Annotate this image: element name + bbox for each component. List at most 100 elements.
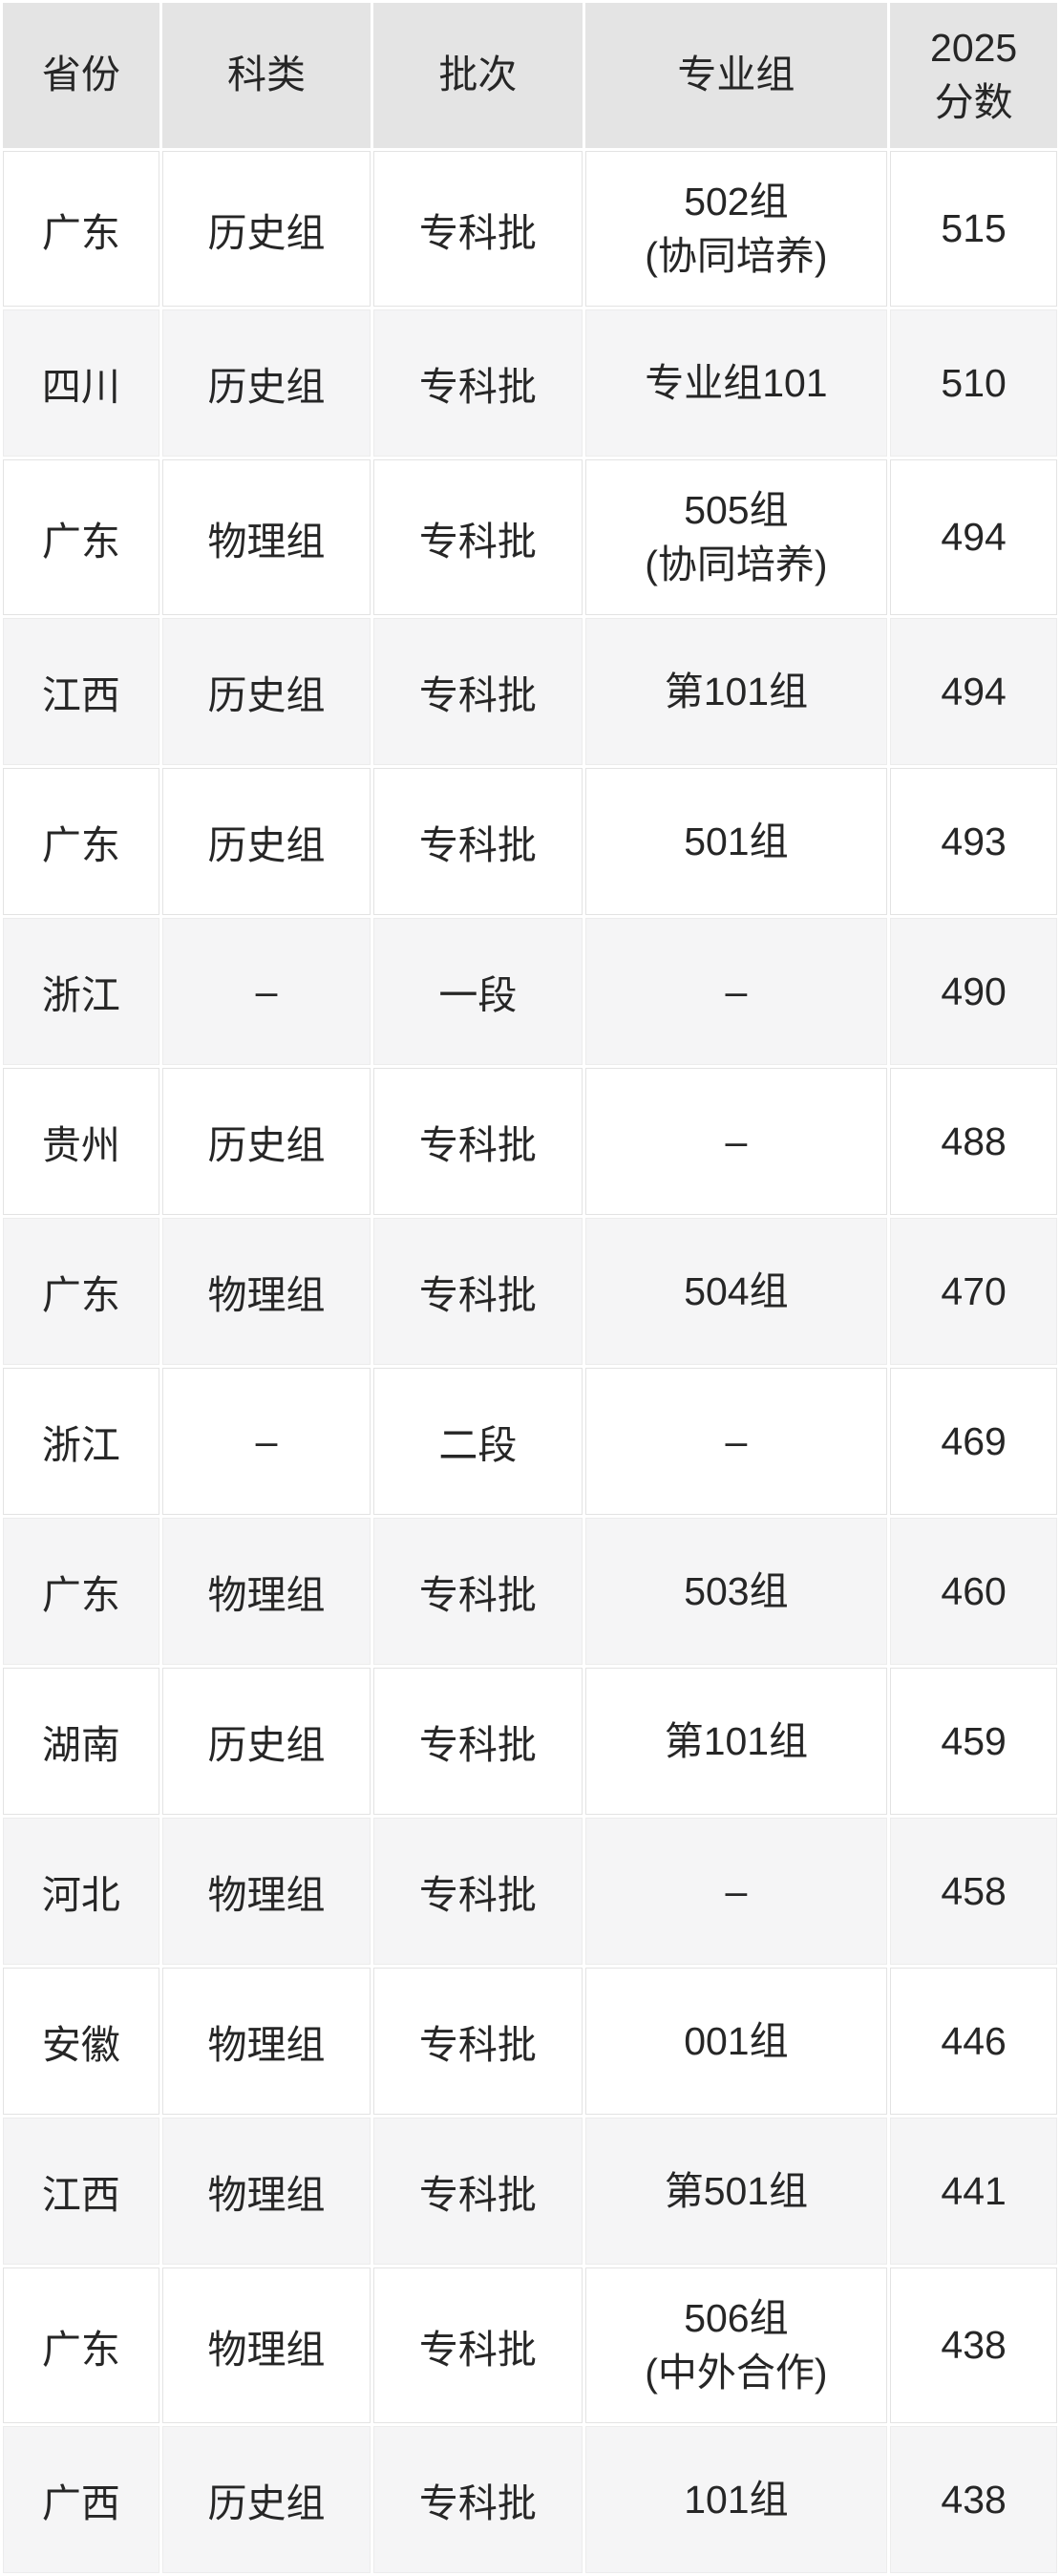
cell-category: 物理组 [161, 1968, 371, 2116]
header-group: 专业组 [584, 3, 888, 148]
table-row: 四川 历史组 专科批 专业组101 510 [3, 309, 1057, 458]
cell-group: 第101组 [584, 618, 888, 766]
cell-batch: 专科批 [373, 309, 583, 458]
table-row: 广东 物理组 专科批 504组 470 [3, 1218, 1057, 1366]
cell-group: 505组 (协同培养) [584, 459, 888, 616]
cell-batch: 专科批 [373, 2267, 583, 2424]
cell-group: – [584, 1068, 888, 1216]
cell-batch: 一段 [373, 918, 583, 1066]
table-header-row: 省份 科类 批次 专业组 2025 分数 [3, 3, 1057, 148]
cell-category: 物理组 [161, 459, 371, 616]
cell-province: 浙江 [3, 918, 159, 1066]
header-category: 科类 [161, 3, 371, 148]
cell-score: 469 [890, 1368, 1057, 1516]
cell-score: 458 [890, 1818, 1057, 1966]
table-row: 贵州 历史组 专科批 – 488 [3, 1068, 1057, 1216]
cell-group: – [584, 1368, 888, 1516]
cell-score: 470 [890, 1218, 1057, 1366]
cell-province: 广东 [3, 1518, 159, 1666]
table-row: 浙江 – 一段 – 490 [3, 918, 1057, 1066]
cell-group: 502组 (协同培养) [584, 151, 888, 308]
cell-category: 物理组 [161, 1518, 371, 1666]
cell-province: 广东 [3, 459, 159, 616]
header-score-year: 2025 [930, 25, 1018, 70]
cell-batch: 专科批 [373, 1818, 583, 1966]
cell-province: 江西 [3, 2118, 159, 2266]
cell-batch: 二段 [373, 1368, 583, 1516]
cell-batch: 专科批 [373, 1068, 583, 1216]
cell-province: 江西 [3, 618, 159, 766]
cell-batch: 专科批 [373, 2118, 583, 2266]
cell-batch: 专科批 [373, 459, 583, 616]
cell-batch: 专科批 [373, 768, 583, 916]
cell-group: 第501组 [584, 2118, 888, 2266]
cell-province: 安徽 [3, 1968, 159, 2116]
cell-category: 历史组 [161, 1668, 371, 1816]
cell-score: 490 [890, 918, 1057, 1066]
cell-province: 四川 [3, 309, 159, 458]
cell-group: – [584, 918, 888, 1066]
cell-province: 广东 [3, 2267, 159, 2424]
cell-batch: 专科批 [373, 151, 583, 308]
cell-score: 515 [890, 151, 1057, 308]
table-row: 江西 历史组 专科批 第101组 494 [3, 618, 1057, 766]
table-row: 广西 历史组 专科批 101组 438 [3, 2426, 1057, 2574]
cell-group: 501组 [584, 768, 888, 916]
cell-batch: 专科批 [373, 2426, 583, 2574]
cell-group: 001组 [584, 1968, 888, 2116]
cell-category: 历史组 [161, 618, 371, 766]
cell-batch: 专科批 [373, 1518, 583, 1666]
cell-category: 物理组 [161, 2267, 371, 2424]
cell-province: 浙江 [3, 1368, 159, 1516]
cell-batch: 专科批 [373, 618, 583, 766]
cell-score: 438 [890, 2426, 1057, 2574]
header-score-label: 分数 [934, 80, 1013, 124]
cell-category: – [161, 918, 371, 1066]
cell-province: 河北 [3, 1818, 159, 1966]
table-row: 河北 物理组 专科批 – 458 [3, 1818, 1057, 1966]
table-row: 广东 物理组 专科批 503组 460 [3, 1518, 1057, 1666]
cell-province: 广东 [3, 1218, 159, 1366]
cell-score: 488 [890, 1068, 1057, 1216]
cell-province: 贵州 [3, 1068, 159, 1216]
cell-category: 历史组 [161, 151, 371, 308]
table-row: 广东 物理组 专科批 505组 (协同培养) 494 [3, 459, 1057, 616]
table-row: 广东 物理组 专科批 506组 (中外合作) 438 [3, 2267, 1057, 2424]
cell-category: 物理组 [161, 1218, 371, 1366]
cell-batch: 专科批 [373, 1218, 583, 1366]
cell-group: 504组 [584, 1218, 888, 1366]
cell-category: 历史组 [161, 309, 371, 458]
cell-group: 第101组 [584, 1668, 888, 1816]
cell-province: 广西 [3, 2426, 159, 2574]
cell-province: 广东 [3, 768, 159, 916]
cell-batch: 专科批 [373, 1668, 583, 1816]
header-batch: 批次 [373, 3, 583, 148]
cell-score: 510 [890, 309, 1057, 458]
cell-category: 物理组 [161, 2118, 371, 2266]
table-row: 广东 历史组 专科批 501组 493 [3, 768, 1057, 916]
cell-category: – [161, 1368, 371, 1516]
cell-category: 历史组 [161, 2426, 371, 2574]
cell-score: 493 [890, 768, 1057, 916]
cell-score: 459 [890, 1668, 1057, 1816]
cell-score: 494 [890, 618, 1057, 766]
cell-province: 湖南 [3, 1668, 159, 1816]
cell-batch: 专科批 [373, 1968, 583, 2116]
cell-group: 503组 [584, 1518, 888, 1666]
header-score: 2025 分数 [890, 3, 1057, 148]
cell-category: 历史组 [161, 768, 371, 916]
cell-group: 101组 [584, 2426, 888, 2574]
table-row: 浙江 – 二段 – 469 [3, 1368, 1057, 1516]
table-row: 安徽 物理组 专科批 001组 446 [3, 1968, 1057, 2116]
cell-group: 专业组101 [584, 309, 888, 458]
cell-province: 广东 [3, 151, 159, 308]
cell-category: 历史组 [161, 1068, 371, 1216]
table-row: 江西 物理组 专科批 第501组 441 [3, 2118, 1057, 2266]
header-province: 省份 [3, 3, 159, 148]
cell-score: 438 [890, 2267, 1057, 2424]
cell-score: 441 [890, 2118, 1057, 2266]
cell-score: 460 [890, 1518, 1057, 1666]
cell-score: 446 [890, 1968, 1057, 2116]
cell-category: 物理组 [161, 1818, 371, 1966]
